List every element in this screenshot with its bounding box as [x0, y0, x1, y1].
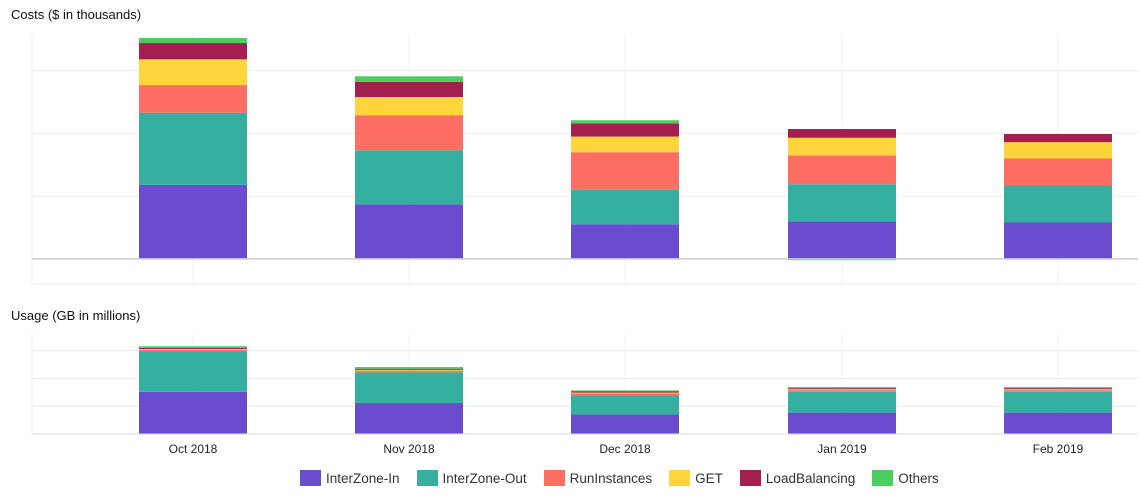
x-tick-label-nov-2018: Nov 2018	[383, 442, 435, 456]
usage-bar-jan-2019-interzone-in	[788, 412, 896, 434]
legend-item-interzone-out[interactable]: InterZone-Out	[416, 470, 527, 486]
cost-bar-oct-2018-loadbalancing	[139, 43, 247, 60]
cost-bar-oct-2018-get	[139, 59, 247, 86]
cost-bar-oct-2018-interzone-out	[139, 112, 247, 185]
usage-bar-oct-2018-get	[139, 349, 247, 350]
usage-bar-jan-2019-loadbalancing	[788, 388, 896, 390]
usage-bar-nov-2018-loadbalancing	[355, 368, 463, 370]
usage-bar-jan-2019-get	[788, 389, 896, 391]
cost-bar-oct-2018-interzone-in	[139, 184, 247, 259]
usage-bar-feb-2019-others	[1004, 387, 1112, 389]
usage-bar-oct-2018-interzone-out	[139, 351, 247, 392]
cost-bar-dec-2018-loadbalancing	[571, 123, 679, 137]
cost-bar-dec-2018-interzone-in	[571, 224, 679, 259]
legend-swatch-interzone-out	[416, 470, 438, 486]
x-tick-label-feb-2019: Feb 2019	[1033, 442, 1084, 456]
usage-bar-oct-2018-loadbalancing	[139, 347, 247, 349]
cost-bar-dec-2018-get	[571, 136, 679, 153]
costs-chart-title: Costs ($ in thousands)	[11, 7, 142, 22]
legend-item-runinstances[interactable]: RunInstances	[543, 470, 653, 486]
cost-bar-feb-2019-runinstances	[1004, 158, 1112, 186]
usage-bar-nov-2018-others	[355, 367, 463, 369]
legend-label-others: Others	[898, 470, 939, 486]
legend-swatch-interzone-in	[300, 470, 321, 486]
legend-item-interzone-in[interactable]: InterZone-In	[300, 470, 400, 486]
usage-bar-oct-2018-others	[139, 346, 247, 348]
cost-bar-jan-2019-runinstances	[788, 155, 896, 185]
usage-bar-feb-2019-interzone-in	[1004, 412, 1112, 434]
cost-bar-jan-2019-interzone-out	[788, 184, 896, 222]
usage-bar-dec-2018-interzone-out	[571, 395, 679, 415]
usage-bar-jan-2019-others	[788, 387, 896, 389]
legend-item-others[interactable]: Others	[872, 470, 939, 486]
usage-chart-title: Usage (GB in millions)	[11, 308, 141, 323]
usage-bar-jan-2019-interzone-out	[788, 391, 896, 413]
x-tick-label-dec-2018: Dec 2018	[599, 442, 651, 456]
cost-bar-oct-2018-others	[139, 38, 247, 44]
usage-bar-feb-2019-get	[1004, 389, 1112, 391]
legend-swatch-others	[872, 470, 894, 486]
usage-bar-feb-2019-loadbalancing	[1004, 388, 1112, 390]
usage-bar-oct-2018-interzone-in	[139, 391, 247, 434]
cost-bar-feb-2019-interzone-in	[1004, 222, 1112, 259]
cost-bar-dec-2018-others	[571, 120, 679, 124]
legend-label-runinstances: RunInstances	[569, 470, 653, 486]
cost-bar-feb-2019-interzone-out	[1004, 185, 1112, 223]
cost-bar-jan-2019-loadbalancing	[788, 129, 896, 138]
cost-bar-feb-2019-loadbalancing	[1004, 134, 1112, 143]
legend-label-interzone-in: InterZone-In	[326, 470, 400, 486]
cost-bar-nov-2018-interzone-out	[355, 150, 463, 205]
legend-swatch-get	[669, 470, 691, 486]
x-tick-label-jan-2019: Jan 2019	[817, 442, 867, 456]
cost-bar-jan-2019-interzone-in	[788, 221, 896, 259]
usage-bar-jan-2019-runinstances	[788, 390, 896, 392]
usage-bar-dec-2018-others	[571, 390, 679, 392]
legend-item-get[interactable]: GET	[669, 470, 723, 486]
usage-bar-nov-2018-get	[355, 369, 463, 371]
legend-label-loadbalancing: LoadBalancing	[765, 470, 856, 486]
legend-swatch-runinstances	[543, 470, 565, 486]
usage-bar-dec-2018-interzone-in	[571, 414, 679, 434]
cost-bar-oct-2018-runinstances	[139, 85, 247, 113]
cost-bar-nov-2018-runinstances	[355, 115, 463, 151]
legend-label-interzone-out: InterZone-Out	[442, 470, 527, 486]
usage-bar-oct-2018-runinstances	[139, 349, 247, 352]
usage-bar-feb-2019-interzone-out	[1004, 391, 1112, 413]
legend-item-loadbalancing[interactable]: LoadBalancing	[739, 470, 856, 486]
cost-bar-nov-2018-others	[355, 76, 463, 82]
cost-bar-dec-2018-runinstances	[571, 152, 679, 190]
usage-bar-dec-2018-get	[571, 392, 679, 394]
cost-bar-feb-2019-get	[1004, 142, 1112, 159]
cost-bar-dec-2018-interzone-out	[571, 189, 679, 225]
usage-bar-nov-2018-runinstances	[355, 370, 463, 373]
usage-bar-nov-2018-interzone-out	[355, 372, 463, 403]
cost-bar-nov-2018-get	[355, 97, 463, 116]
legend-label-get: GET	[695, 470, 723, 486]
usage-bar-dec-2018-runinstances	[571, 393, 679, 396]
x-tick-label-oct-2018: Oct 2018	[169, 442, 218, 456]
cost-bar-nov-2018-loadbalancing	[355, 81, 463, 98]
chart-legend: InterZone-In InterZone-Out RunInstances …	[300, 470, 939, 486]
cost-bar-jan-2019-get	[788, 137, 896, 156]
usage-bar-feb-2019-runinstances	[1004, 390, 1112, 392]
usage-bar-nov-2018-interzone-in	[355, 402, 463, 434]
usage-bar-dec-2018-loadbalancing	[571, 391, 679, 393]
legend-swatch-loadbalancing	[739, 470, 761, 486]
cost-bar-nov-2018-interzone-in	[355, 204, 463, 259]
